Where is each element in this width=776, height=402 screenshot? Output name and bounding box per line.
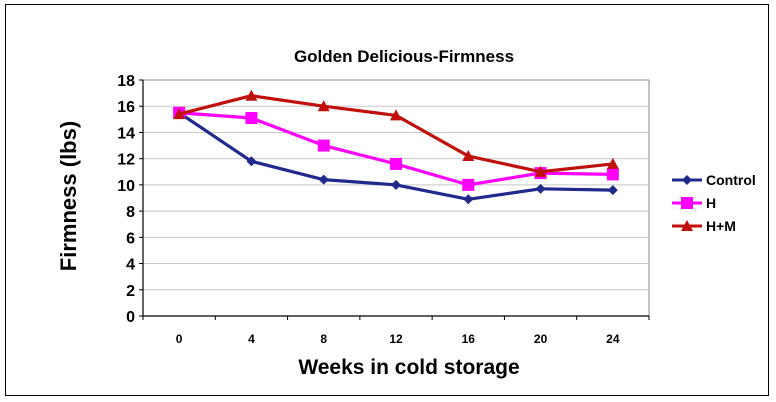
data-point-control (246, 156, 257, 167)
legend-label-control: Control (706, 172, 756, 188)
legend-label-h-m: H+M (706, 218, 736, 234)
y-tick-label: 10 (117, 178, 135, 195)
x-tick-label: 0 (176, 332, 183, 346)
data-point-h-m (173, 108, 186, 120)
x-tick-label: 4 (248, 332, 255, 346)
data-point-control (318, 174, 329, 185)
legend-label-h: H (706, 195, 716, 211)
data-point-h-m (317, 100, 330, 112)
data-point-h (317, 139, 330, 152)
x-tick-label: 8 (320, 332, 327, 346)
data-point-h (390, 157, 402, 170)
data-point-h (606, 168, 619, 181)
legend: Control H H+M (672, 172, 756, 234)
x-tick-label: 24 (606, 332, 620, 346)
x-axis-title: Weeks in cold storage (298, 356, 519, 379)
y-tick-label: 4 (126, 257, 135, 274)
y-tick-label: 0 (126, 309, 135, 326)
data-point-h (245, 112, 258, 125)
y-tick-label: 12 (117, 152, 135, 169)
x-tick-label: 20 (534, 332, 548, 346)
y-tick-label: 18 (117, 73, 135, 90)
legend-marker-h-m (681, 220, 693, 231)
data-point-h-m (462, 150, 475, 162)
legend-marker-control (682, 175, 692, 185)
data-point-h-m (534, 165, 547, 177)
y-tick-label: 8 (126, 204, 135, 221)
data-point-control (391, 179, 401, 190)
y-tick-label: 16 (117, 99, 135, 116)
data-point-h-m (245, 89, 258, 101)
y-tick-label: 14 (117, 125, 135, 142)
data-point-control (607, 185, 618, 196)
data-point-h-m (390, 109, 402, 121)
data-point-control (535, 183, 546, 194)
y-tick-label: 2 (126, 283, 135, 300)
x-tick-label: 16 (462, 332, 476, 346)
chart-title: Golden Delicious-Firmness (294, 47, 514, 66)
y-tick-label: 6 (126, 230, 135, 247)
data-point-h (462, 178, 475, 191)
data-point-h-m (606, 157, 619, 169)
data-point-control (463, 194, 474, 205)
legend-marker-h (681, 197, 693, 209)
x-tick-label: 12 (389, 332, 403, 346)
y-axis-title: Firmness (lbs) (56, 121, 81, 271)
